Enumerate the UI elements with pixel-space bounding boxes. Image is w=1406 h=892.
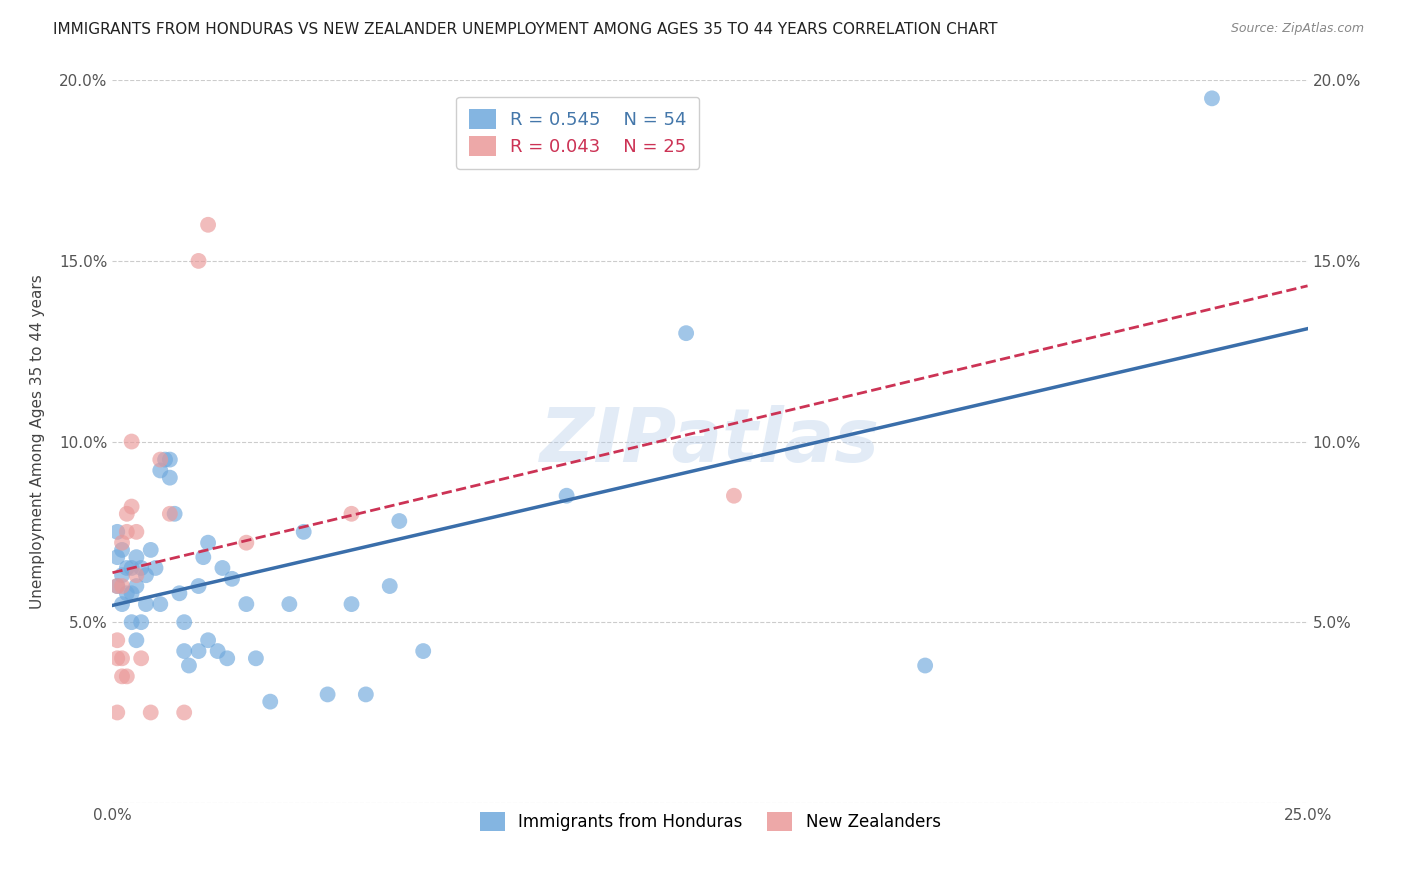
Legend: Immigrants from Honduras, New Zealanders: Immigrants from Honduras, New Zealanders (472, 805, 948, 838)
Point (105, 524, 128, 539)
Point (187, 644, 209, 658)
Point (125, 568, 148, 582)
Point (129, 615, 152, 630)
Point (221, 572, 243, 586)
Point (207, 644, 229, 658)
Point (159, 507, 181, 521)
Point (111, 568, 134, 582)
Point (111, 651, 134, 665)
Point (378, 579, 401, 593)
Point (111, 579, 134, 593)
Point (914, 658, 936, 673)
Point (278, 597, 301, 611)
Point (173, 706, 195, 720)
Point (149, 463, 172, 477)
Point (139, 706, 162, 720)
Point (153, 452, 176, 467)
Point (111, 597, 134, 611)
Point (187, 579, 209, 593)
Point (121, 500, 143, 514)
Point (193, 550, 215, 565)
Point (115, 669, 138, 683)
Point (125, 524, 148, 539)
Point (354, 687, 377, 701)
Point (149, 452, 172, 467)
Point (145, 561, 167, 575)
Point (197, 633, 219, 648)
Point (211, 561, 233, 575)
Point (159, 471, 181, 485)
Point (177, 658, 200, 673)
Point (555, 489, 578, 503)
Point (217, 651, 239, 665)
Point (316, 687, 339, 701)
Point (111, 669, 134, 683)
Point (105, 706, 128, 720)
Text: IMMIGRANTS FROM HONDURAS VS NEW ZEALANDER UNEMPLOYMENT AMONG AGES 35 TO 44 YEARS: IMMIGRANTS FROM HONDURAS VS NEW ZEALANDE… (53, 22, 998, 37)
Point (149, 597, 172, 611)
Point (235, 535, 257, 549)
Point (235, 597, 257, 611)
Point (340, 597, 363, 611)
Point (259, 695, 281, 709)
Text: Source: ZipAtlas.com: Source: ZipAtlas.com (1230, 22, 1364, 36)
Point (129, 561, 152, 575)
Point (105, 633, 128, 648)
Point (173, 644, 195, 658)
Point (115, 524, 138, 539)
Point (105, 579, 128, 593)
Point (675, 326, 697, 340)
Point (105, 651, 128, 665)
Point (169, 586, 191, 600)
Point (129, 651, 152, 665)
Point (159, 452, 181, 467)
Point (121, 434, 143, 449)
Point (105, 550, 128, 565)
Point (340, 507, 363, 521)
Text: ZIPatlas: ZIPatlas (540, 405, 880, 478)
Point (292, 524, 315, 539)
Point (115, 507, 138, 521)
Point (111, 542, 134, 557)
Point (105, 579, 128, 593)
Point (125, 550, 148, 565)
Y-axis label: Unemployment Among Ages 35 to 44 years: Unemployment Among Ages 35 to 44 years (31, 274, 45, 609)
Point (135, 597, 157, 611)
Point (245, 651, 267, 665)
Point (121, 615, 143, 630)
Point (111, 535, 134, 549)
Point (125, 579, 148, 593)
Point (388, 514, 411, 528)
Point (197, 218, 219, 232)
Point (121, 586, 143, 600)
Point (197, 535, 219, 549)
Point (115, 561, 138, 575)
Point (187, 254, 209, 268)
Point (139, 542, 162, 557)
Point (1201, 91, 1223, 105)
Point (115, 586, 138, 600)
Point (121, 561, 143, 575)
Point (412, 644, 434, 658)
Point (135, 568, 157, 582)
Point (723, 489, 745, 503)
Point (173, 615, 195, 630)
Point (163, 507, 186, 521)
Point (125, 633, 148, 648)
